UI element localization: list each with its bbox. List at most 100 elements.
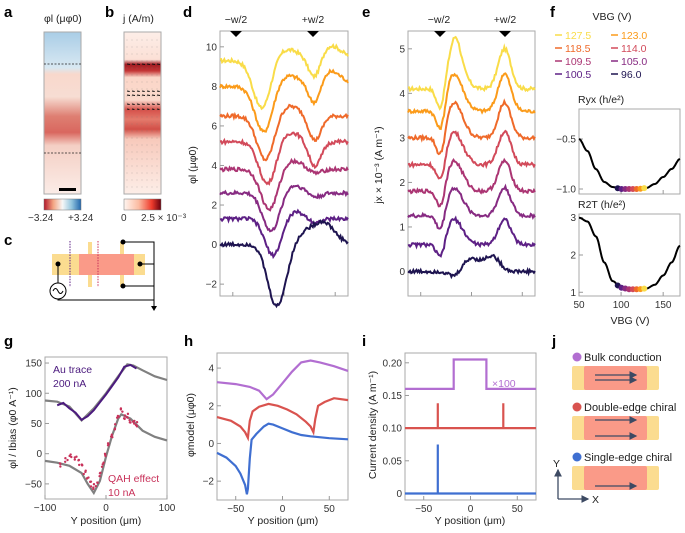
y-tick-label: 0 [399, 267, 405, 278]
x-tick-label: 50 [324, 504, 336, 515]
legend-dot-icon [572, 402, 582, 412]
data-point-qah [92, 483, 96, 486]
panel-label-c: c [4, 232, 12, 249]
x-tick-label: 0 [103, 503, 109, 514]
xlabel-f: VBG (V) [610, 315, 649, 327]
current-arrow-dot [141, 137, 143, 139]
data-point-qah [110, 433, 114, 436]
current-arrow-dot [131, 172, 133, 174]
model-curve-bulk-conduction [216, 359, 349, 401]
current-arrow-dot [136, 158, 138, 160]
x-tick-label: −100 [34, 503, 57, 514]
current-arrow-dot [146, 158, 148, 160]
current-arrow-dot [131, 60, 133, 62]
current-arrow-dot [126, 39, 128, 41]
current-arrow-dot [146, 172, 148, 174]
current-arrow [141, 90, 145, 92]
panel-h: h −2 0 2 4 −50 0 50 φmodel (μφ0) Y position (μ… [184, 333, 349, 527]
panel-j: j Bulk conduction Double-edge chiral Singl… [551, 333, 676, 506]
current-arrow [151, 94, 156, 96]
x-tick-label: 100 [613, 300, 630, 311]
current-arrow-dot [131, 53, 133, 55]
current-arrow-dot [146, 179, 148, 181]
data-point-qah [94, 484, 98, 488]
current-arrow-dot [156, 123, 158, 125]
current-arrow-dot [146, 137, 148, 139]
current-arrow-dot [156, 179, 158, 181]
trace-127-5-V [219, 43, 349, 111]
current-arrow-dot [131, 186, 133, 188]
legend-entry: 105.0 [621, 56, 647, 68]
legend-entry: 109.5 [565, 56, 591, 68]
marker-minus-w2-e: −w/2 [428, 14, 451, 26]
plot-frame-f-top [578, 108, 681, 195]
current-arrow-dot [141, 109, 143, 111]
current-arrow-dot [146, 88, 148, 90]
y-tick-label: 5 [399, 44, 405, 55]
current-arrow-dot [131, 144, 133, 146]
current-density-double-edge-chiral [405, 403, 536, 430]
y-tick-label: 0 [36, 449, 42, 460]
current-arrow-dot [141, 186, 143, 188]
current-arrow [156, 108, 160, 110]
current-arrow [126, 63, 131, 65]
current-arrow-dot [151, 81, 153, 83]
current-arrow-dot [146, 95, 148, 97]
x-tick-label: −50 [227, 504, 244, 515]
data-point-qah [121, 410, 124, 413]
x-tick-label: 0 [468, 504, 474, 515]
y-tick-label: 2 [211, 201, 217, 212]
current-arrow [136, 63, 141, 65]
current-arrow-dot [151, 102, 153, 104]
current-arrow-dot [141, 179, 143, 181]
mode-label: Single-edge chiral [584, 452, 672, 464]
trace-118-5-V [219, 103, 349, 162]
trace-96-0-V [219, 219, 349, 309]
x-tick-label: 100 [159, 503, 176, 514]
panel-label-e: e [362, 4, 370, 21]
current-arrow [146, 108, 150, 110]
current-arrow-dot [141, 158, 143, 160]
current-arrow-dot [141, 151, 143, 153]
current-arrow-dot [126, 186, 128, 188]
data-point-qah [119, 408, 123, 411]
current-arrow-dot [141, 46, 143, 48]
current-arrow-dot [141, 95, 143, 97]
current-arrow-dot [146, 116, 148, 118]
current-arrow-dot [126, 165, 128, 167]
current-arrow [131, 94, 136, 96]
current-arrow-dot [146, 165, 148, 167]
current-arrow-dot [131, 151, 133, 153]
current-arrow-dot [156, 165, 158, 167]
current-arrow [156, 103, 160, 105]
current-arrow-dot [151, 95, 153, 97]
current-arrow-dot [156, 186, 158, 188]
current-arrow-dot [146, 130, 148, 132]
data-point-qah [77, 463, 81, 467]
trace-96-0-V [407, 253, 536, 280]
xlabel-h: Y position (μm) [248, 515, 319, 527]
current-arrow-dot [151, 46, 153, 48]
trace-105-0-V [407, 183, 536, 230]
current-arrow-dot [131, 67, 133, 69]
trace-114-0-V [219, 131, 349, 186]
axis-label-x: X [592, 494, 599, 506]
gate-voltage-point [641, 185, 648, 192]
data-point-qah [126, 412, 130, 416]
current-arrow-dot [131, 123, 133, 125]
current-arrow-dot [141, 130, 143, 132]
data-point-qah [106, 442, 110, 445]
current-arrow-dot [156, 53, 158, 55]
y-tick-label: 10 [206, 42, 218, 53]
current-arrow [146, 103, 150, 105]
edge-marker-icon [499, 31, 511, 37]
data-point-qah [63, 460, 67, 464]
axis-label-y: Y [553, 458, 560, 470]
current-arrow-dot [131, 158, 133, 160]
current-arrow-dot [126, 88, 128, 90]
current-arrow [141, 94, 146, 96]
current-arrow-dot [136, 151, 138, 153]
current-arrow-dot [146, 53, 148, 55]
colorbar-b-max: 2.5 × 10⁻³ [141, 213, 187, 224]
